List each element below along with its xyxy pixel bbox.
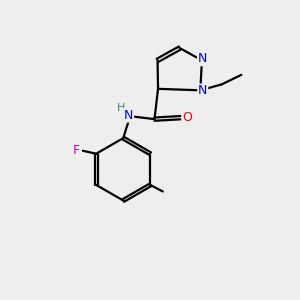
Text: F: F — [73, 144, 80, 157]
Text: H: H — [117, 103, 125, 113]
Text: N: N — [198, 84, 207, 98]
Text: N: N — [198, 52, 207, 65]
Text: O: O — [182, 111, 192, 124]
Text: N: N — [124, 109, 133, 122]
